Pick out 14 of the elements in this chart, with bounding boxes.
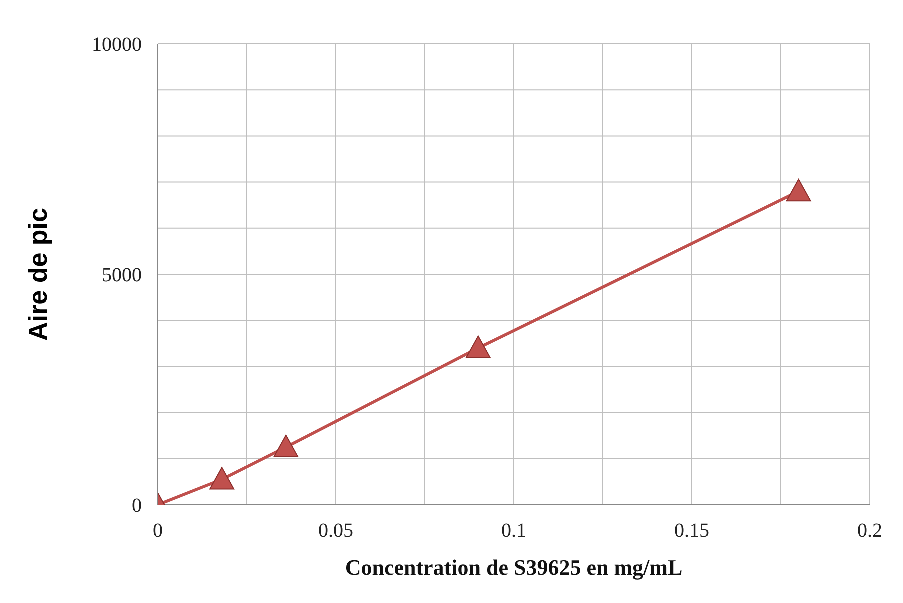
point: [786, 179, 812, 202]
y-tick-label: 0: [132, 495, 142, 518]
point: [210, 467, 235, 490]
x-tick-label: 0: [153, 520, 163, 542]
y-axis-title: Aire de pic: [23, 208, 54, 341]
x-axis-title: Concentration de S39625 en mg/mL: [345, 555, 683, 580]
x-tick-label: 0.05: [318, 520, 354, 542]
y-tick-label: 5000: [102, 264, 142, 287]
x-tick-label: 0.1: [502, 520, 526, 542]
x-tick-label: 0.15: [674, 520, 710, 542]
y-tick-label: 10000: [92, 34, 142, 56]
x-tick-label: 0.2: [858, 520, 882, 542]
point: [466, 336, 491, 358]
point: [274, 434, 299, 458]
